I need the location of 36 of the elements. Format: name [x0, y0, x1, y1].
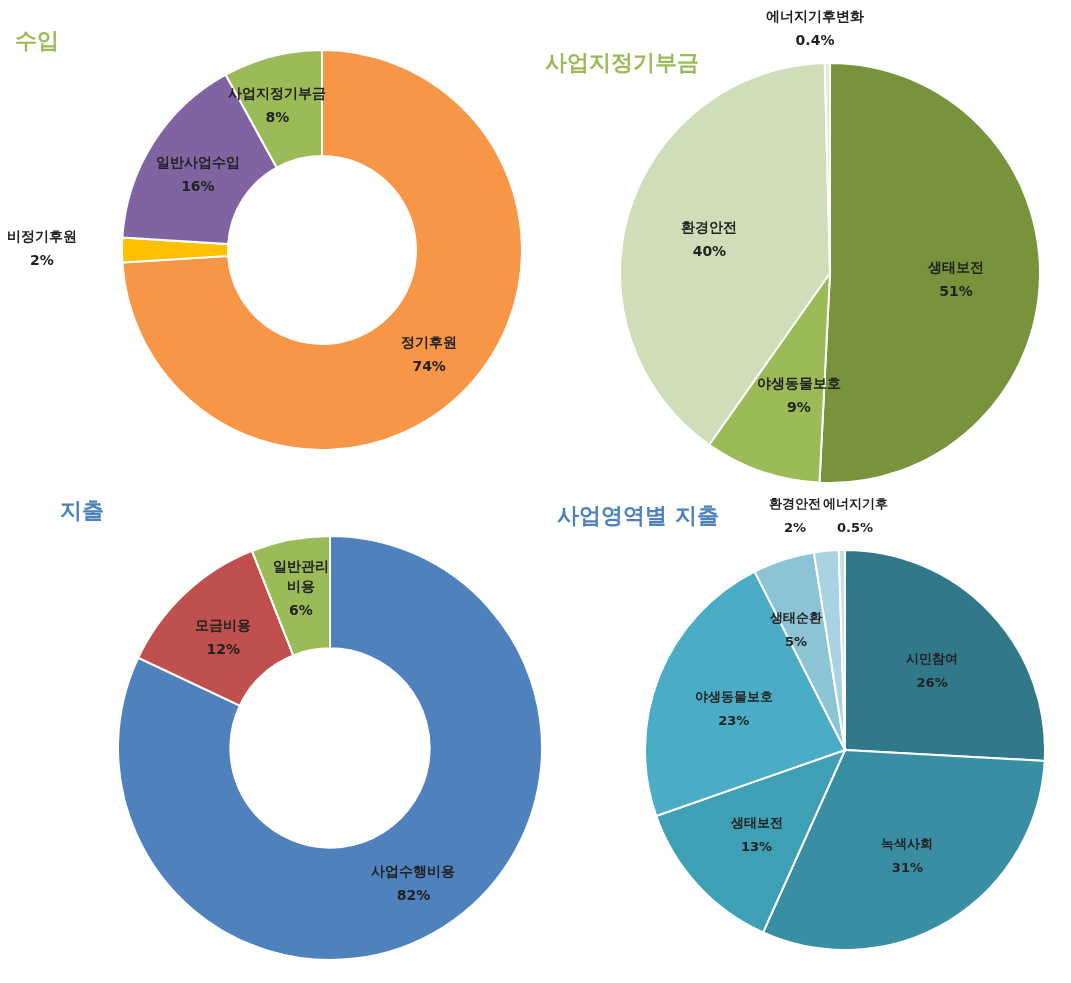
data-label: 23% [718, 713, 750, 729]
chart-title: 지출 [60, 498, 104, 523]
data-label: 0.4% [795, 32, 835, 48]
slice-label: 생태보전 [926, 259, 984, 276]
slice-label: 정기후원 [401, 333, 458, 350]
slice-label: 녹색사회 [881, 836, 934, 852]
data-label: 2% [783, 520, 807, 535]
data-label: 40% [692, 243, 727, 260]
data-label: 6% [288, 601, 313, 618]
data-label: 74% [412, 357, 446, 374]
chart-title: 사업영역별 지출 [557, 503, 719, 528]
slice-label: 야생동물보호 [694, 689, 773, 705]
slice-label: 사업수행비용 [371, 862, 456, 879]
data-label: 82% [396, 886, 431, 903]
data-label: 51% [939, 283, 973, 300]
slice-label: 일반사업수입 [155, 154, 240, 171]
data-label: 13% [741, 839, 773, 855]
data-label: 12% [206, 641, 241, 658]
data-label: 0.5% [836, 520, 874, 535]
slice-label: 모금비용 [195, 617, 252, 634]
slice-label: 에너지기후변화 [766, 8, 864, 24]
data-label: 16% [181, 178, 215, 195]
text: 사업지정기부금 [545, 50, 699, 75]
slice-label: 비정기후원 [7, 228, 77, 244]
data-label: 9% [787, 399, 811, 416]
slice-label: 에너지기후 [822, 496, 888, 511]
slice-label: 환경안전 [769, 496, 821, 511]
slice-label: 일반관리비용 [272, 557, 329, 594]
data-label: 8% [265, 108, 290, 125]
slice-label: 시민참여 [906, 651, 959, 667]
data-label: 2% [30, 252, 54, 268]
data-label: 31% [891, 860, 923, 876]
slice-label: 생태보전 [729, 815, 783, 831]
data-label: 26% [916, 675, 948, 691]
chart-title: 수입 [15, 28, 59, 53]
slice-label: 환경안전 [681, 219, 738, 236]
